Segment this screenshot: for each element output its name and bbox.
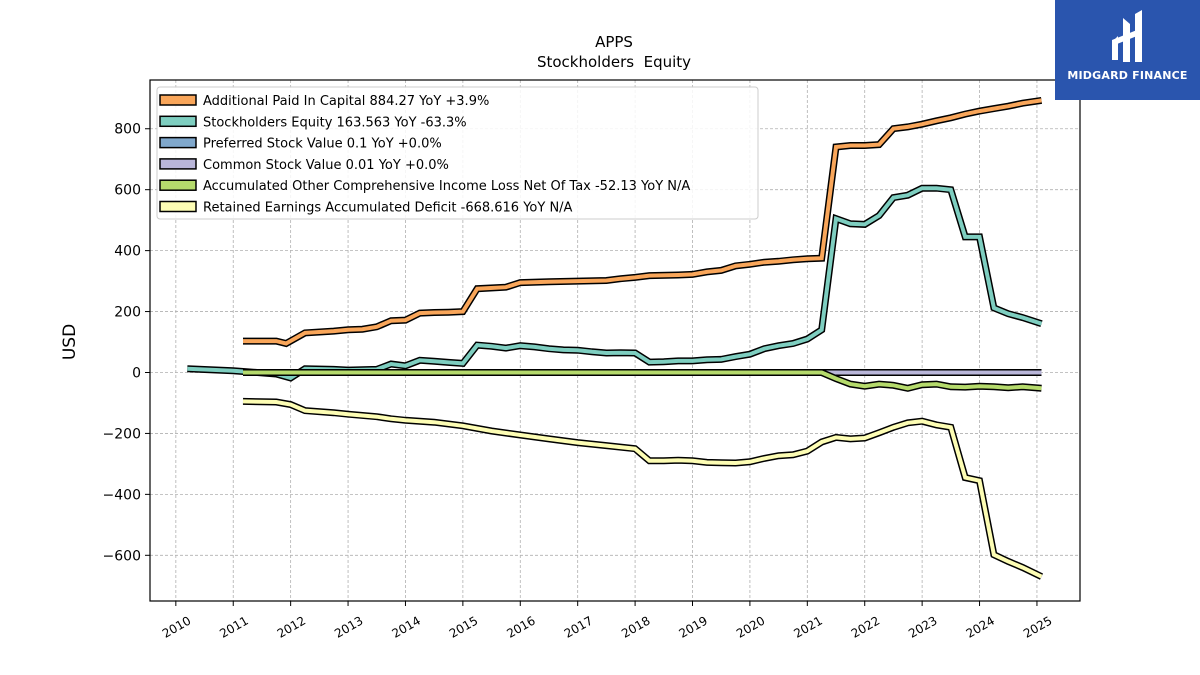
logo-text: MIDGARD FINANCE (1067, 69, 1188, 82)
x-tick-label: 2015 (447, 613, 480, 640)
legend-label: Stockholders Equity 163.563 YoY -63.3% (203, 115, 467, 130)
legend-swatch (159, 158, 197, 170)
x-tick-label: 2013 (332, 613, 365, 640)
x-tick-label: 2012 (275, 613, 308, 640)
legend-swatch (159, 136, 197, 149)
x-tick-label: 2011 (217, 613, 250, 640)
y-tick-label: 600 (114, 183, 141, 199)
series-outline-5 (242, 397, 1044, 580)
legend-swatch (159, 179, 197, 191)
x-tick-label: 2022 (849, 613, 882, 640)
y-tick-label: 200 (114, 305, 141, 321)
plot-frame (149, 79, 1081, 602)
x-tick-label: 2023 (906, 613, 939, 640)
series-line-0 (243, 98, 1042, 346)
series-line-1 (187, 186, 1043, 381)
y-tick-label: 0 (132, 365, 141, 381)
x-tick-label: 2020 (734, 613, 767, 640)
legend-swatch (159, 115, 197, 128)
x-tick-label: 2025 (1021, 613, 1054, 640)
x-tick-label: 2017 (562, 613, 595, 640)
logo-mark-icon (1112, 10, 1142, 62)
y-tick-label: −200 (103, 426, 141, 442)
x-tick-label: 2016 (504, 613, 537, 640)
x-tick-label: 2010 (160, 613, 193, 640)
legend-label: Retained Earnings Accumulated Deficit -6… (203, 201, 573, 216)
x-tick-label: 2021 (791, 613, 824, 640)
chart-title: APPS (595, 33, 633, 51)
legend-label: Accumulated Other Comprehensive Income L… (203, 179, 690, 194)
x-tick-label: 2019 (677, 613, 710, 640)
y-tick-label: 400 (114, 244, 141, 260)
legend-label: Common Stock Value 0.01 YoY +0.0% (203, 158, 449, 173)
x-tick-label: 2014 (390, 613, 423, 640)
series-lines (187, 96, 1044, 580)
series-line-5 (242, 399, 1043, 579)
series-line-4 (243, 370, 1042, 391)
y-tick-label: −400 (103, 487, 141, 503)
legend-box (156, 86, 759, 220)
brand-logo: MIDGARD FINANCE (1055, 0, 1200, 100)
chart-subtitle: Stockholders Equity (537, 53, 691, 71)
legend-label: Additional Paid In Capital 884.27 YoY +3… (203, 94, 489, 109)
legend-swatch (159, 94, 197, 106)
x-tick-label: 2018 (619, 613, 652, 640)
x-tick-label: 2024 (964, 613, 997, 640)
legend: Additional Paid In Capital 884.27 YoY +3… (156, 86, 759, 220)
legend-label: Preferred Stock Value 0.1 YoY +0.0% (203, 137, 442, 152)
y-tick-label: −600 (103, 548, 141, 564)
y-tick-label: 800 (114, 122, 141, 138)
y-axis-label: USD (60, 324, 80, 360)
legend-swatch (159, 200, 197, 213)
